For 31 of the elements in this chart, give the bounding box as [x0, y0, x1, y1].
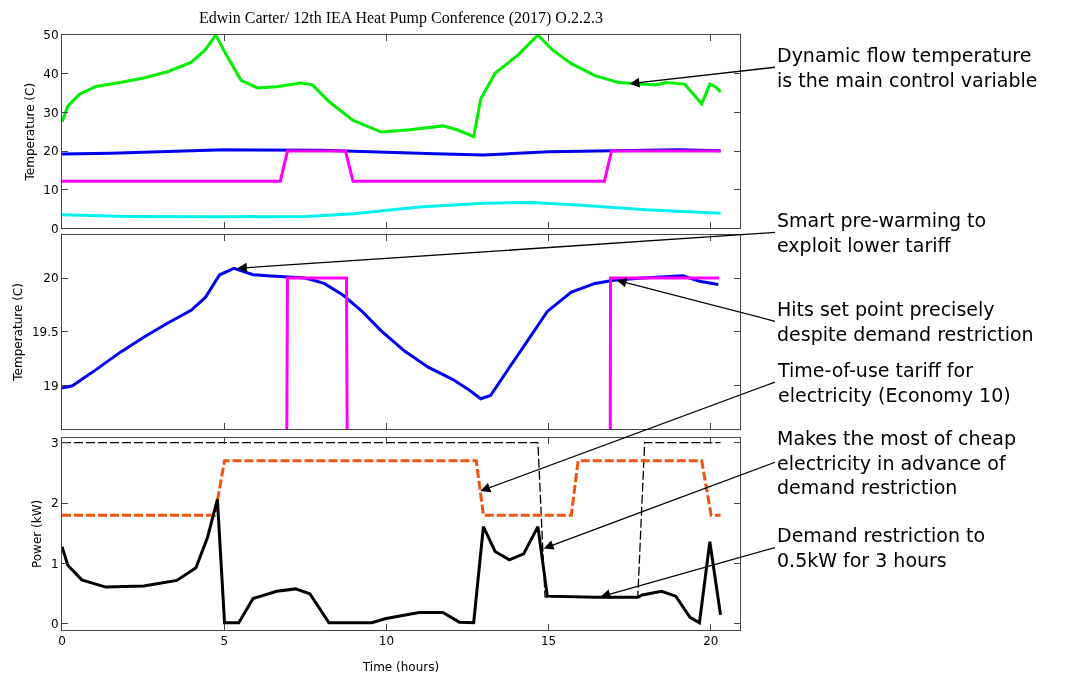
- y-tick-label: 19: [43, 378, 59, 393]
- y-tick-label: 50: [43, 28, 59, 43]
- x-axis-title: Time (hours): [361, 660, 440, 675]
- x-tick-label: 20: [703, 634, 719, 649]
- y-axis-title: Temperature (C): [11, 283, 26, 382]
- y-tick-label: 20: [43, 144, 59, 159]
- y-tick-label: 19.5: [31, 325, 59, 340]
- line-series: [62, 200, 723, 219]
- annotation: Makes the most of cheap electricity in advance of demand restriction: [777, 427, 1016, 499]
- line-series: [62, 266, 720, 401]
- y-axis-title: Power (kW): [30, 499, 45, 569]
- line-series: [62, 35, 723, 139]
- y-tick-label: 3: [50, 435, 59, 450]
- y-tick-label: 2: [50, 496, 59, 511]
- y-tick-label: 40: [43, 66, 59, 81]
- y-tick-label: 10: [43, 182, 59, 197]
- x-tick-label: 15: [540, 634, 557, 649]
- y-axis-title: Temperature (C): [22, 82, 37, 182]
- y-tick-label: 20: [43, 271, 59, 286]
- annotation: Demand restriction to 0.5kW for 3 hours: [777, 524, 986, 571]
- y-tick-label: 0: [50, 221, 59, 236]
- y-tick-label: 30: [43, 105, 59, 120]
- annotation: Time-of-use tariff for electricity (Economy 10): [777, 359, 1011, 406]
- annotation: Smart pre-warming to exploit lower tariff: [777, 209, 987, 256]
- y-tick-label: 1: [50, 556, 59, 571]
- annotation: Hits set point precisely despite demand restriction: [777, 298, 1034, 345]
- text: Edwin Carter/ 12th IEA Heat Pump Conference (2017) O.2.2.3: [199, 9, 603, 27]
- x-tick-label: 10: [378, 634, 395, 649]
- x-tick-label: 5: [220, 634, 229, 649]
- y-tick-label: 0: [50, 617, 59, 632]
- annotation: Dynamic flow temperature is the main control variable: [777, 44, 1038, 91]
